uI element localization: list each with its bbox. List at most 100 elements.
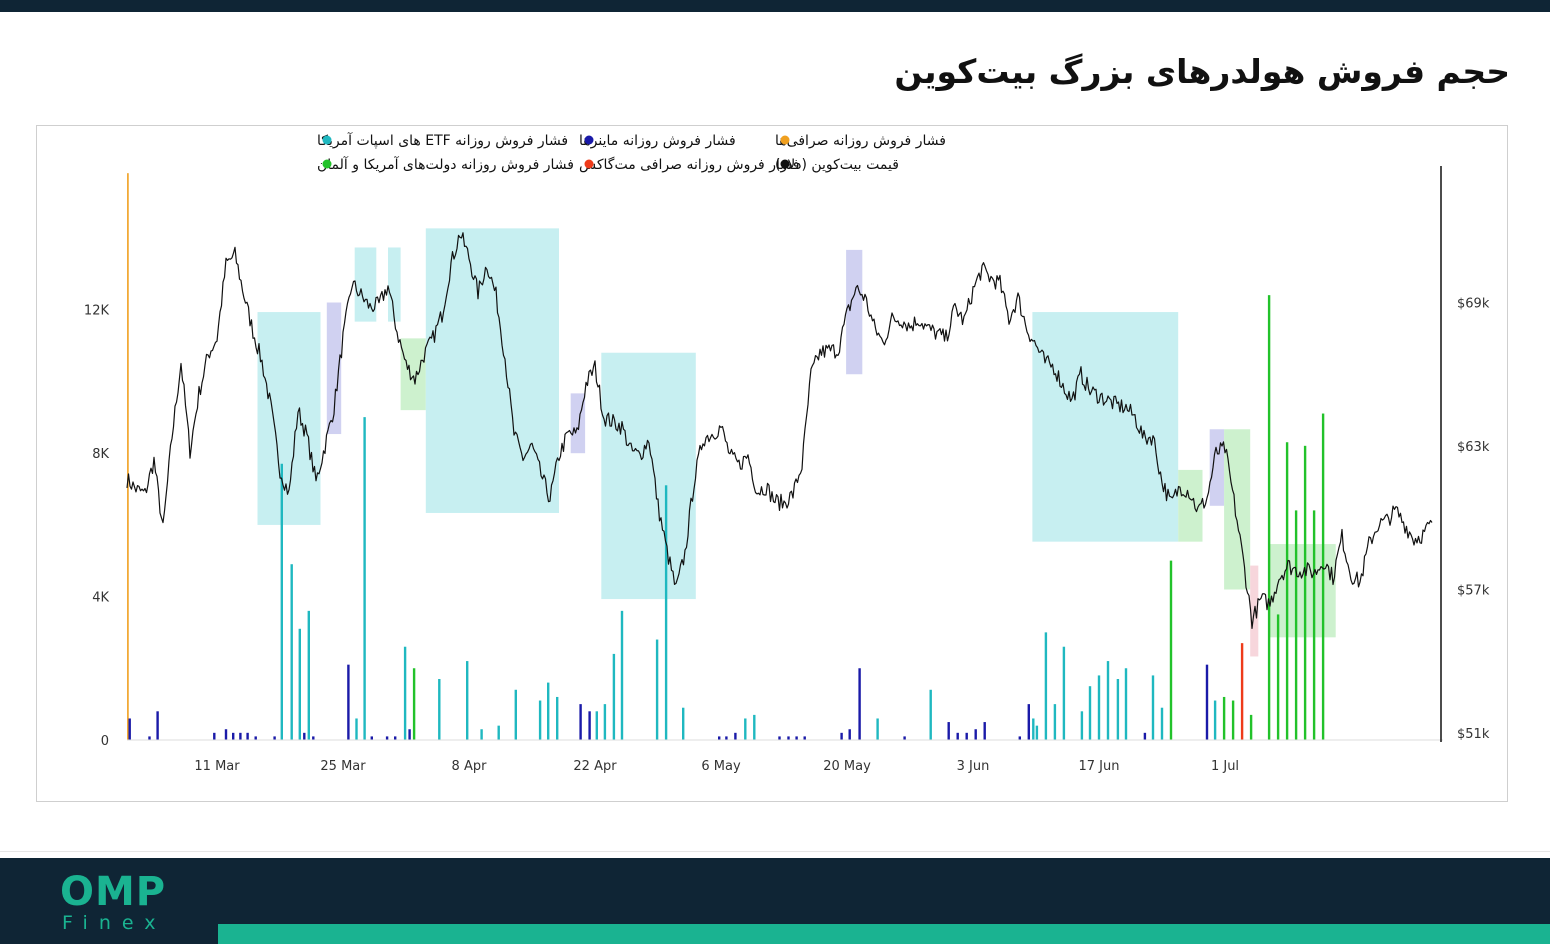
- bar-etf-26: [438, 679, 441, 740]
- bar-exchanges-0: [127, 173, 129, 741]
- bar-etf-73: [1106, 661, 1110, 740]
- x-tick-6: 3 Jun: [957, 759, 990, 774]
- legend-dot-etf: [322, 135, 332, 145]
- bar-etf-12: [290, 564, 293, 740]
- bar-etf-23: [403, 646, 407, 740]
- bar-gov-25: [412, 668, 416, 740]
- bar-gov-92: [1321, 413, 1325, 740]
- bar-etf-70: [1080, 711, 1084, 740]
- bar-miners-8: [246, 732, 249, 740]
- bar-gov-79: [1169, 560, 1173, 740]
- bar-etf-11: [280, 463, 283, 740]
- bar-etf-31: [538, 700, 542, 740]
- bar-miners-20: [370, 736, 373, 740]
- legend-label-miners: فشار فروش روزانه ماینرها: [579, 133, 736, 149]
- legend-dot-mtgox: [584, 159, 594, 169]
- bar-miners-64: [1027, 704, 1030, 740]
- shade-miners-11: [1209, 429, 1225, 506]
- bar-gov-90: [1303, 445, 1307, 740]
- bar-etf-19: [363, 417, 366, 740]
- shade-gov-4: [400, 338, 426, 411]
- y-left-tick-0: 0: [101, 734, 109, 749]
- price-line: [126, 232, 1433, 629]
- x-tick-1: 25 Mar: [320, 759, 366, 774]
- footer-accent-bar: [218, 924, 1550, 944]
- bars: [127, 173, 1325, 741]
- y-left-tick-2: 8K: [92, 447, 109, 462]
- bar-etf-78: [1160, 707, 1164, 740]
- bar-gov-85: [1249, 714, 1253, 740]
- bar-miners-34: [579, 704, 582, 740]
- bar-etf-81: [1213, 700, 1217, 740]
- bar-etf-69: [1062, 646, 1066, 740]
- bar-miners-54: [858, 668, 861, 740]
- bar-miners-9: [254, 736, 257, 740]
- shade-etf-7: [601, 352, 696, 600]
- shade-miners-1: [326, 302, 342, 435]
- bar-etf-38: [612, 653, 616, 740]
- shade-gov-12: [1224, 429, 1251, 590]
- bar-etf-41: [664, 485, 668, 740]
- bar-etf-30: [514, 689, 517, 740]
- bar-miners-17: [347, 664, 350, 740]
- y-left-tick-3: 12K: [84, 304, 110, 319]
- bar-miners-62: [983, 722, 986, 740]
- legend-dot-price: [780, 159, 790, 169]
- bar-gov-83: [1231, 700, 1235, 740]
- y-right-tick-1: $57k: [1457, 584, 1490, 599]
- logo-finex: Finex: [62, 912, 167, 934]
- y-right-tick-3: $69k: [1457, 297, 1490, 312]
- shade-etf-0: [257, 312, 321, 525]
- bar-miners-22: [394, 736, 397, 740]
- bar-miners-80: [1205, 664, 1209, 740]
- bar-miners-35: [588, 711, 591, 740]
- footer: OMP Finex: [0, 858, 1550, 944]
- bar-etf-65: [1032, 718, 1035, 740]
- shade-miners-8: [846, 249, 863, 375]
- x-tick-4: 6 May: [701, 759, 741, 774]
- bar-etf-18: [355, 718, 358, 740]
- bar-miners-1: [128, 718, 131, 740]
- bar-miners-7: [239, 732, 242, 740]
- bar-miners-76: [1143, 732, 1147, 740]
- bar-etf-71: [1088, 686, 1092, 740]
- bar-miners-2: [148, 736, 151, 740]
- bar-etf-13: [298, 628, 301, 740]
- logo-omp: OMP: [60, 869, 167, 915]
- bar-etf-27: [466, 661, 469, 740]
- page-title: حجم فروش هولدرهای بزرگ بیت‌کوین: [894, 52, 1510, 91]
- bar-etf-32: [547, 682, 550, 740]
- x-tick-2: 8 Apr: [452, 759, 488, 774]
- bar-miners-24: [408, 729, 411, 740]
- bar-etf-47: [753, 714, 756, 740]
- axes: 0 4K 8K 12K $51k $57k $63k $69k 11 Mar 25 Mar 8 Ap…: [84, 166, 1490, 774]
- bar-etf-67: [1044, 632, 1048, 740]
- bar-gov-87: [1276, 614, 1280, 740]
- bar-miners-52: [840, 732, 843, 740]
- bar-etf-46: [744, 718, 747, 740]
- bar-gov-82: [1222, 696, 1226, 740]
- bar-etf-77: [1151, 675, 1155, 740]
- legend-label-exchanges: فشار فروش روزانه صرافی‌ها: [775, 133, 946, 149]
- y-right-tick-2: $63k: [1457, 440, 1490, 455]
- bar-miners-51: [803, 736, 806, 740]
- bar-miners-4: [213, 732, 216, 740]
- bar-etf-57: [929, 689, 932, 740]
- x-tick-5: 20 May: [823, 759, 871, 774]
- bar-miners-10: [273, 736, 276, 740]
- bar-miners-43: [718, 736, 721, 740]
- bar-miners-3: [156, 711, 159, 740]
- bar-gov-88: [1285, 442, 1289, 740]
- bar-etf-42: [682, 707, 685, 740]
- bar-gov-86: [1267, 295, 1271, 740]
- bar-etf-37: [603, 704, 607, 740]
- bar-miners-45: [734, 732, 737, 740]
- legend-label-price: قیمت بیت‌کوین (دلار): [775, 157, 899, 173]
- bar-etf-68: [1053, 704, 1057, 740]
- legend-label-etf: فشار فروش روزانه ETF های اسپات آمریکا: [317, 132, 568, 149]
- separator-line: [0, 851, 1550, 852]
- bar-miners-59: [956, 732, 959, 740]
- chart-legend: فشار فروش روزانه ETF های اسپات آمریکا فشا…: [317, 132, 946, 173]
- x-tick-3: 22 Apr: [573, 759, 617, 774]
- shade-gov-14: [1269, 544, 1336, 638]
